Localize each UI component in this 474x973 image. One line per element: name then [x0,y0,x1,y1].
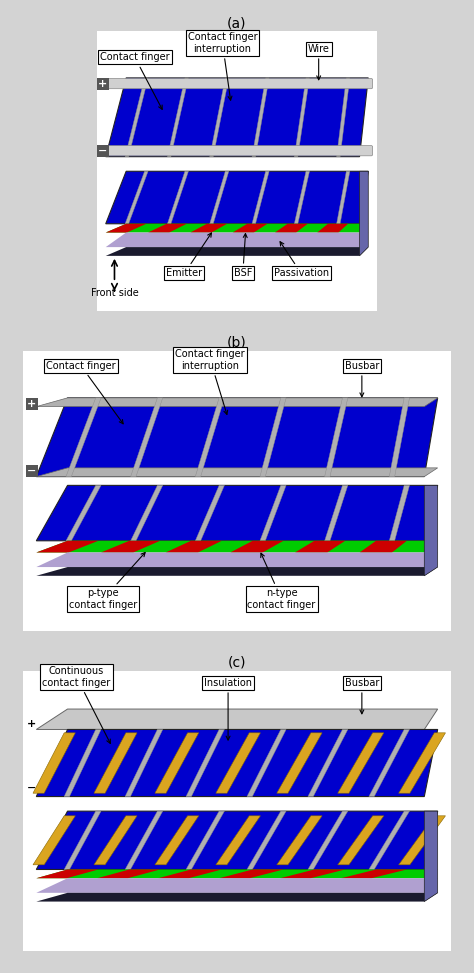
Text: (c): (c) [228,656,246,669]
Text: (a): (a) [227,16,247,30]
Text: (b): (b) [227,336,247,350]
